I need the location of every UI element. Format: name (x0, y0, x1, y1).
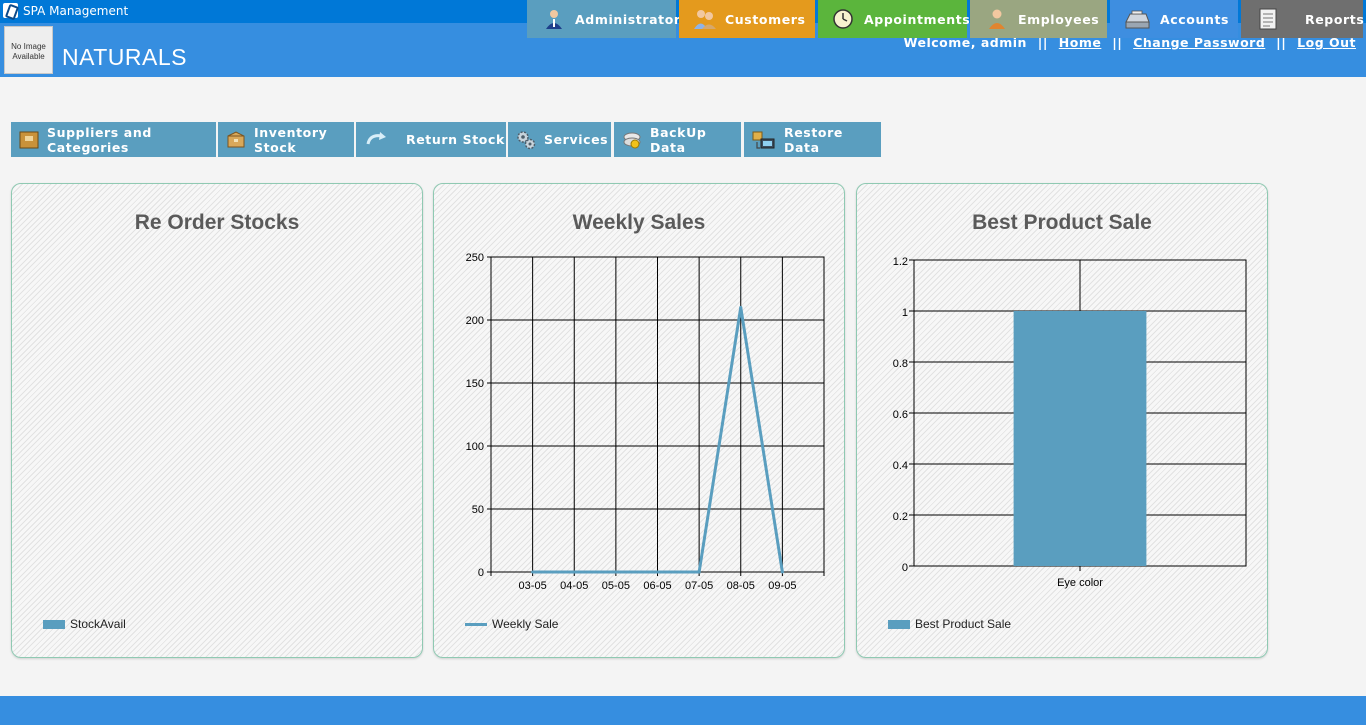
return-arrow-icon (364, 130, 390, 150)
nav-employees[interactable]: Employees (970, 0, 1107, 38)
home-link[interactable]: Home (1058, 35, 1102, 50)
y-tick-label: 250 (466, 252, 484, 264)
separator: || (1112, 35, 1123, 50)
subnav-return-stock[interactable]: Return Stock (356, 122, 506, 157)
x-tick-label: Eye color (1057, 577, 1103, 589)
employees-icon (986, 8, 1008, 30)
best-product-panel: Best Product Sale 0 0.2 0.4 0.6 0.8 1 1.2 Eye c… (856, 183, 1268, 658)
weekly-sales-chart: 0 50 100 150 200 250 03-05 04-05 05-05 06-05 07-05… (466, 252, 825, 592)
reorder-legend-label: StockAvail (70, 617, 126, 631)
best-legend-label: Best Product Sale (915, 617, 1012, 631)
user-bar: Welcome, admin || Home || Change Passwor… (904, 35, 1356, 50)
suppliers-icon (19, 130, 39, 150)
x-tick-label: 04-05 (560, 580, 588, 592)
nav-reports-label: Reports (1305, 11, 1365, 27)
x-tick-label: 08-05 (727, 580, 755, 592)
legend-swatch (888, 619, 910, 629)
nav-accounts-label: Accounts (1160, 11, 1230, 27)
weekly-sale-point (572, 570, 576, 574)
weekly-sale-point (531, 570, 535, 574)
best-product-chart: 0 0.2 0.4 0.6 0.8 1 1.2 Eye color (893, 256, 1247, 589)
logo-placeholder: No Image Available (4, 26, 53, 74)
weekly-legend: Weekly Sale (465, 617, 558, 631)
subnav-restore-data[interactable]: Restore Data (744, 122, 881, 157)
weekly-sales-title: Weekly Sales (572, 211, 706, 234)
legend-line (465, 622, 487, 626)
weekly-sale-point (780, 570, 784, 574)
nav-appointments[interactable]: Appointments (818, 0, 971, 38)
y-tick-label: 150 (466, 378, 484, 390)
backup-disc-icon (622, 130, 642, 150)
y-tick-label: 1.2 (893, 256, 908, 268)
nav-employees-label: Employees (1018, 11, 1100, 27)
y-tick-label: 100 (466, 441, 484, 453)
nav-customers[interactable]: Customers (679, 0, 815, 38)
weekly-sale-point (739, 305, 743, 309)
welcome-text: Welcome, admin (903, 35, 1027, 50)
reorder-legend: StockAvail (43, 617, 126, 631)
weekly-sale-point (656, 570, 659, 574)
x-tick-label: 09-05 (768, 580, 796, 592)
gears-icon (516, 130, 536, 150)
y-tick-label: 0.2 (893, 511, 908, 523)
inventory-box-icon (226, 130, 246, 150)
y-tick-label: 0 (902, 562, 908, 574)
weekly-legend-label: Weekly Sale (492, 617, 559, 631)
subnav-suppliers-label: Suppliers and Categories (47, 124, 152, 155)
subnav-services-label: Services (544, 132, 609, 147)
nav-customers-label: Customers (725, 11, 806, 27)
customers-icon (693, 8, 716, 30)
change-password-link[interactable]: Change Password (1133, 35, 1266, 50)
subnav-backup-data[interactable]: BackUp Data (614, 122, 741, 157)
status-footer (0, 696, 1366, 725)
y-tick-label: 50 (472, 504, 484, 516)
subnav-services[interactable]: Services (508, 122, 611, 157)
subnav-backup-label: BackUp Data (650, 124, 707, 155)
reorder-stocks-title: Re Order Stocks (134, 211, 300, 234)
reports-icon (1257, 8, 1279, 30)
subnav-inventory-label: Inventory Stock (254, 124, 328, 155)
brand-name: NATURALS (62, 44, 187, 70)
best-product-title: Best Product Sale (972, 211, 1152, 234)
y-tick-label: 0.8 (893, 358, 908, 370)
administrator-icon (543, 8, 565, 30)
y-tick-label: 0.6 (893, 409, 908, 421)
nav-administrator[interactable]: Administrator (527, 0, 680, 38)
nav-accounts[interactable]: Accounts (1110, 0, 1238, 38)
y-tick-label: 0 (478, 567, 484, 579)
y-tick-label: 1 (902, 307, 908, 319)
logout-link[interactable]: Log Out (1297, 35, 1356, 50)
weekly-sale-point (614, 570, 618, 574)
legend-swatch (43, 619, 65, 629)
x-tick-label: 07-05 (685, 580, 713, 592)
separator: || (1037, 35, 1048, 50)
subnav-suppliers-and-categories[interactable]: Suppliers and Categories (11, 122, 216, 157)
accounts-icon (1124, 8, 1150, 30)
restore-computer-icon (752, 130, 776, 150)
app-icon (3, 3, 18, 18)
window-title: SPA Management (23, 4, 129, 18)
best-legend: Best Product Sale (888, 617, 1011, 631)
x-tick-label: 05-05 (602, 580, 630, 592)
nav-reports[interactable]: Reports (1241, 0, 1365, 38)
y-tick-label: 200 (466, 315, 484, 327)
clock-icon (832, 8, 854, 30)
separator: || (1276, 35, 1287, 50)
subnav-return-label: Return Stock (406, 132, 505, 147)
nav-administrator-label: Administrator (575, 11, 681, 27)
reorder-stocks-panel: Re Order Stocks StockAvail (11, 183, 423, 658)
x-tick-label: 06-05 (643, 580, 671, 592)
nav-appointments-label: Appointments (864, 11, 971, 27)
weekly-sale-point (697, 570, 701, 574)
weekly-sales-panel: Weekly Sales 0 50 100 150 200 250 03-05 04-05 05… (433, 183, 845, 658)
y-tick-label: 0.4 (893, 460, 908, 472)
bar-eye-color (1013, 311, 1147, 566)
subnav-inventory-stock[interactable]: Inventory Stock (218, 122, 354, 157)
x-tick-label: 03-05 (519, 580, 547, 592)
subnav-restore-label: Restore Data (784, 124, 843, 155)
